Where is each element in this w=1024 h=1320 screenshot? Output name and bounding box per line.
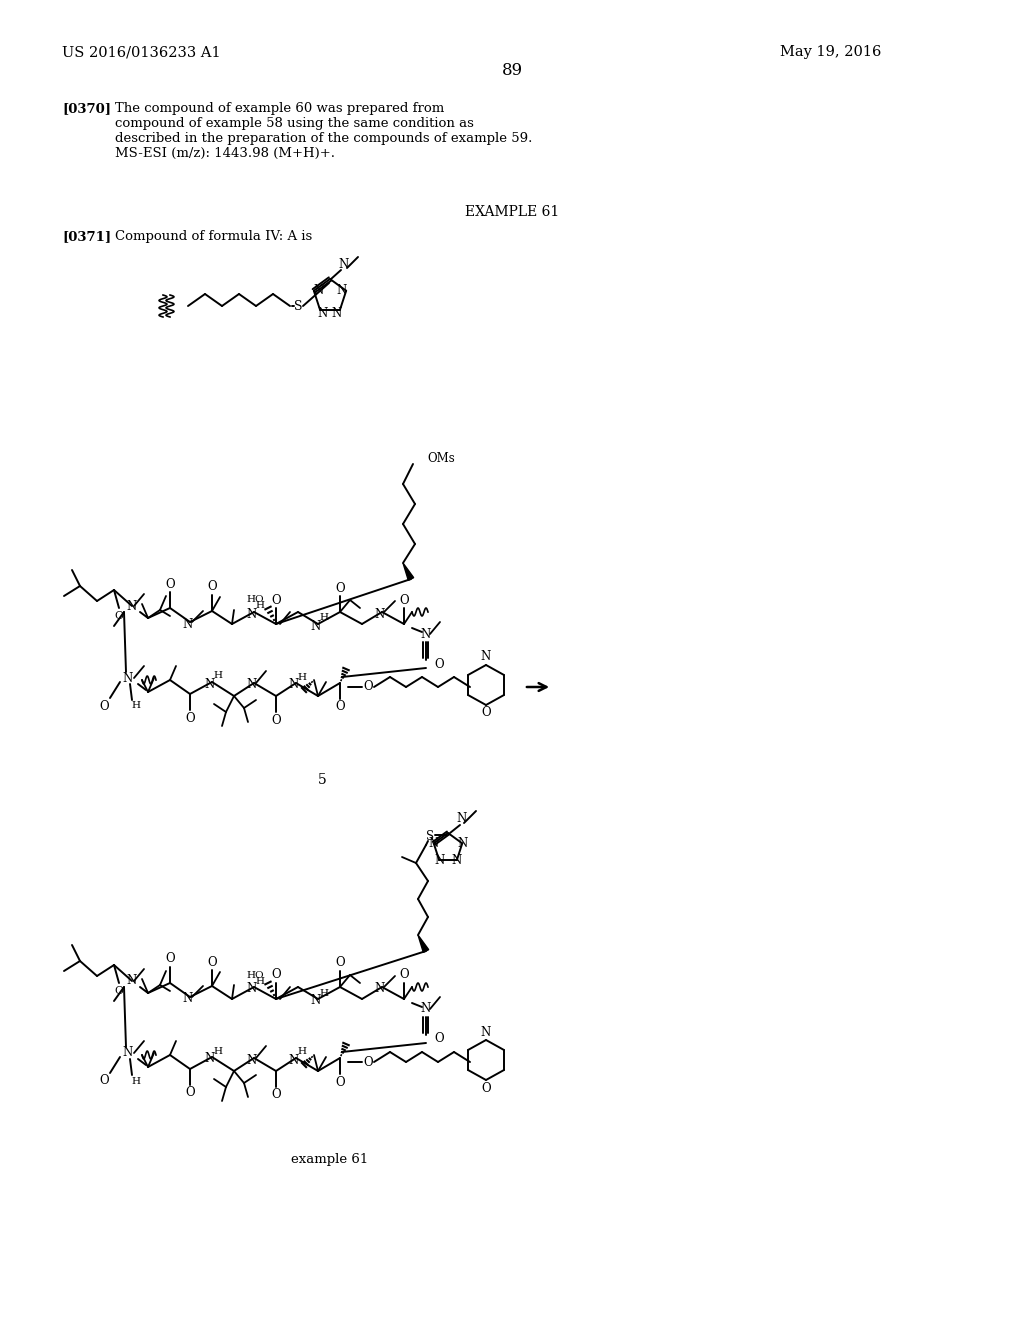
Text: N: N	[336, 284, 346, 297]
Polygon shape	[403, 564, 414, 581]
Text: O: O	[271, 714, 281, 726]
Text: HO: HO	[247, 970, 264, 979]
Text: N: N	[247, 678, 257, 692]
Text: 5: 5	[317, 774, 327, 787]
Text: 89: 89	[502, 62, 522, 79]
Text: N: N	[313, 284, 324, 297]
Text: O: O	[207, 956, 217, 969]
Text: N: N	[205, 677, 215, 690]
Text: O: O	[165, 953, 175, 965]
Text: O: O	[99, 1074, 109, 1088]
Text: N: N	[183, 618, 194, 631]
Text: N: N	[457, 837, 467, 850]
Text: O: O	[335, 957, 345, 969]
Text: O: O	[99, 700, 109, 713]
Text: N: N	[375, 607, 385, 620]
Text: N: N	[289, 678, 299, 692]
Text: H: H	[319, 989, 329, 998]
Text: H: H	[298, 1048, 306, 1056]
Text: H: H	[298, 672, 306, 681]
Text: N: N	[421, 627, 431, 640]
Text: O: O	[115, 611, 124, 620]
Text: N: N	[127, 974, 137, 987]
Text: N: N	[481, 1026, 492, 1039]
Text: example 61: example 61	[292, 1154, 369, 1167]
Text: H: H	[131, 701, 140, 710]
Text: May 19, 2016: May 19, 2016	[780, 45, 882, 59]
Text: O: O	[185, 711, 195, 725]
Text: O: O	[165, 578, 175, 590]
Text: N: N	[339, 259, 349, 272]
Text: H: H	[256, 977, 264, 986]
Text: Compound of formula IV: A is: Compound of formula IV: A is	[115, 230, 312, 243]
Text: N: N	[457, 813, 467, 825]
Text: O: O	[399, 594, 409, 606]
Text: O: O	[481, 706, 490, 719]
Text: N: N	[481, 651, 492, 664]
Text: O: O	[364, 1056, 373, 1068]
Text: N: N	[123, 672, 133, 685]
Text: N: N	[183, 993, 194, 1006]
Text: O: O	[434, 657, 443, 671]
Text: H: H	[213, 672, 222, 681]
Text: N: N	[247, 607, 257, 620]
Text: N: N	[375, 982, 385, 995]
Text: N: N	[289, 1053, 299, 1067]
Text: O: O	[481, 1081, 490, 1094]
Text: S: S	[294, 300, 302, 313]
Text: N: N	[127, 599, 137, 612]
Text: N: N	[247, 982, 257, 995]
Text: N: N	[429, 837, 439, 850]
Text: N: N	[311, 619, 322, 632]
Text: H: H	[256, 602, 264, 610]
Text: O: O	[335, 1076, 345, 1089]
Text: N: N	[434, 854, 444, 867]
Text: N: N	[123, 1047, 133, 1060]
Text: HO: HO	[247, 595, 264, 605]
Text: N: N	[421, 1002, 431, 1015]
Text: O: O	[434, 1032, 443, 1045]
Text: US 2016/0136233 A1: US 2016/0136233 A1	[62, 45, 220, 59]
Text: OMs: OMs	[427, 451, 455, 465]
Text: N: N	[452, 854, 462, 867]
Text: H: H	[319, 614, 329, 623]
Text: N: N	[311, 994, 322, 1007]
Text: O: O	[399, 969, 409, 982]
Text: O: O	[271, 1089, 281, 1101]
Text: O: O	[207, 581, 217, 594]
Text: O: O	[185, 1086, 195, 1100]
Text: EXAMPLE 61: EXAMPLE 61	[465, 205, 559, 219]
Text: H: H	[213, 1047, 222, 1056]
Text: [0370]: [0370]	[62, 102, 111, 115]
Text: O: O	[271, 969, 281, 982]
Text: O: O	[335, 582, 345, 594]
Text: N: N	[247, 1053, 257, 1067]
Text: N: N	[332, 308, 342, 321]
Text: H: H	[131, 1077, 140, 1085]
Text: O: O	[271, 594, 281, 606]
Text: S: S	[426, 830, 434, 843]
Text: N: N	[317, 308, 328, 321]
Text: The compound of example 60 was prepared from
compound of example 58 using the sa: The compound of example 60 was prepared …	[115, 102, 532, 160]
Text: O: O	[364, 681, 373, 693]
Text: N: N	[205, 1052, 215, 1065]
Polygon shape	[418, 935, 429, 952]
Text: O: O	[335, 701, 345, 714]
Text: O: O	[115, 986, 124, 997]
Text: [0371]: [0371]	[62, 230, 112, 243]
